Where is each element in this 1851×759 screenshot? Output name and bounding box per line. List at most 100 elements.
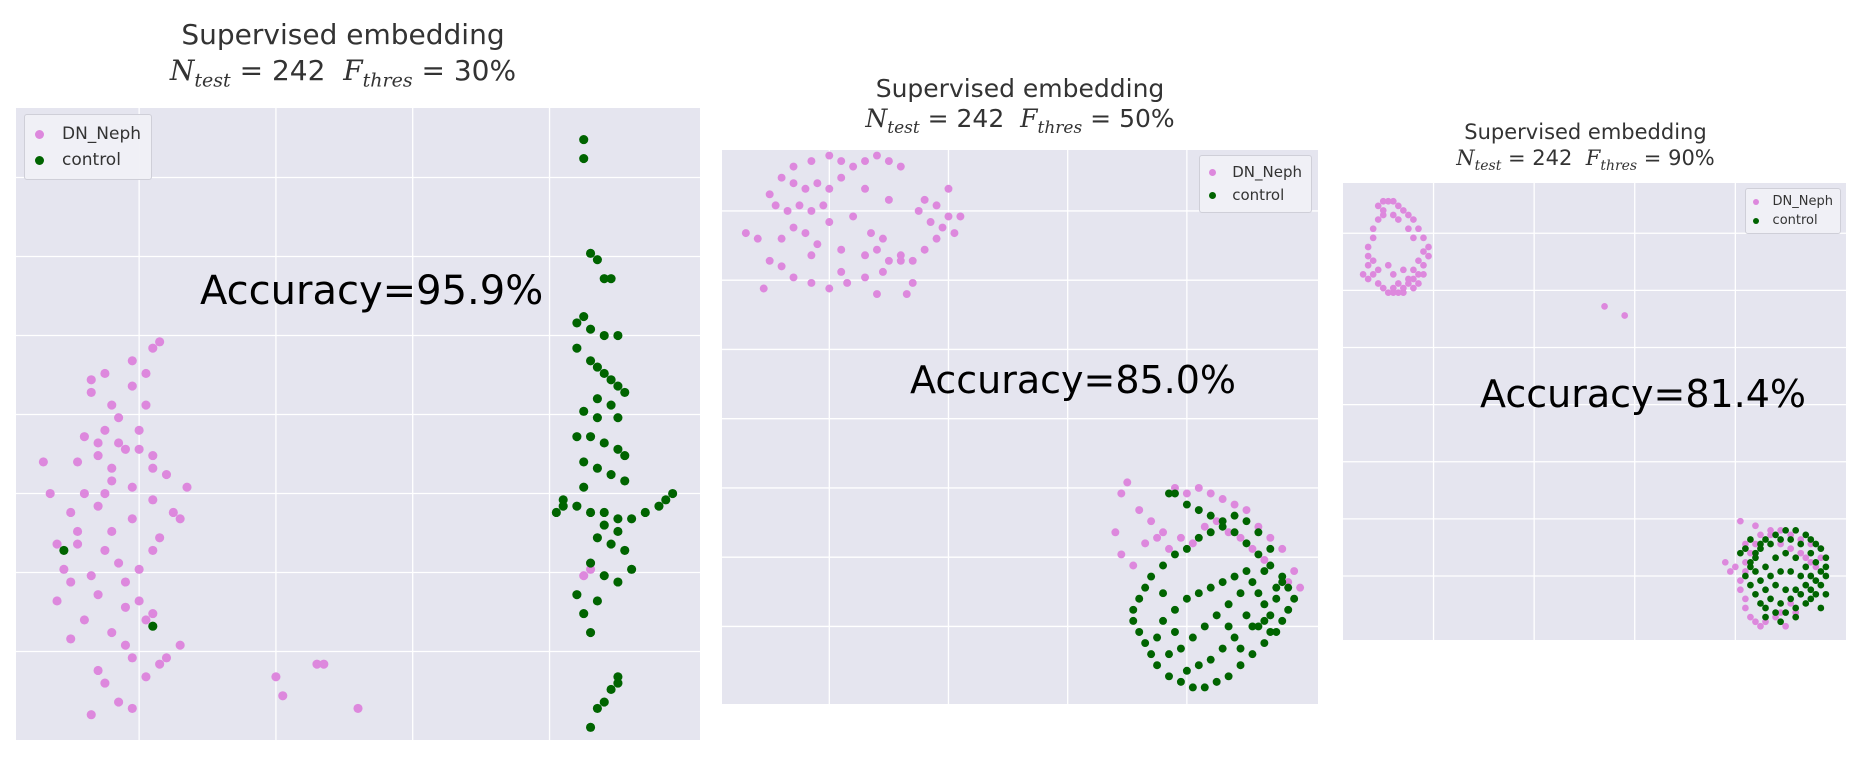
scatter-point-dn-neph <box>127 482 137 492</box>
scatter-point-dn-neph <box>902 290 911 299</box>
scatter-point-dn-neph <box>79 615 89 625</box>
scatter-point-control <box>1159 589 1168 598</box>
scatter-point-dn-neph <box>1752 540 1759 548</box>
scatter-point-control <box>1807 549 1815 557</box>
scatter-point-control <box>1147 650 1156 659</box>
scatter-point-control <box>613 577 623 587</box>
scatter-point-control <box>1242 539 1251 548</box>
scatter-point-dn-neph <box>93 665 103 676</box>
scatter-point-control <box>592 596 602 606</box>
legend-marker <box>1752 217 1759 224</box>
scatter-svg <box>722 150 1318 704</box>
scatter-point-dn-neph <box>795 201 804 210</box>
scatter-point-dn-neph <box>579 571 589 581</box>
scatter-point-control <box>579 482 589 492</box>
scatter-point-control <box>606 539 616 549</box>
scatter-point-dn-neph <box>100 545 110 555</box>
scatter-point-dn-neph <box>107 400 117 410</box>
scatter-point-dn-neph <box>896 162 905 171</box>
scatter-point-dn-neph <box>86 375 96 385</box>
scatter-point-control <box>1218 644 1227 653</box>
accuracy-annotation: Accuracy=95.9% <box>200 268 544 314</box>
scatter-point-control <box>620 451 630 461</box>
scatter-point-dn-neph <box>127 356 137 366</box>
scatter-point-dn-neph <box>1757 531 1764 539</box>
scatter-point-control <box>1777 618 1784 626</box>
chart-legend: DN_Neph control <box>1744 188 1841 234</box>
scatter-point-dn-neph <box>155 337 165 347</box>
scatter-point-control <box>1206 511 1215 520</box>
scatter-point-control <box>1807 595 1815 603</box>
legend-entry-dn-neph: DN_Neph <box>35 121 141 147</box>
legend-entry-control: control <box>35 147 141 173</box>
scatter-point-dn-neph <box>783 206 792 215</box>
scatter-point-dn-neph <box>1420 261 1427 269</box>
scatter-point-control <box>599 438 609 448</box>
scatter-point-dn-neph <box>1242 506 1251 515</box>
scatter-point-control <box>1260 639 1269 648</box>
legend-label: DN_Neph <box>62 124 142 144</box>
scatter-point-dn-neph <box>1364 275 1372 283</box>
scatter-point-control <box>613 514 623 524</box>
scatter-point-control <box>1822 590 1830 598</box>
scatter-point-dn-neph <box>1389 211 1397 219</box>
scatter-point-control <box>1747 563 1754 571</box>
grid-lines <box>16 108 700 740</box>
scatter-point-dn-neph <box>161 470 172 480</box>
scatter-point-control <box>613 672 623 682</box>
scatter-point-dn-neph <box>1374 266 1382 274</box>
scatter-point-control <box>613 526 623 536</box>
legend-marker <box>1209 169 1217 176</box>
scatter-point-dn-neph <box>1726 568 1734 575</box>
scatter-point-dn-neph <box>114 438 124 448</box>
scatter-point-dn-neph <box>1405 211 1412 219</box>
scatter-point-control <box>579 154 589 164</box>
scatter-point-dn-neph <box>148 343 158 353</box>
scatter-point-dn-neph <box>837 245 846 254</box>
scatter-point-dn-neph <box>1787 545 1795 552</box>
scatter-point-control <box>606 400 616 410</box>
scatter-point-control <box>1165 489 1173 498</box>
scatter-point-control <box>1767 572 1774 580</box>
scatter-point-dn-neph <box>1731 563 1739 571</box>
scatter-point-dn-neph <box>813 240 822 249</box>
scatter-point-control <box>1248 650 1257 659</box>
scatter-point-control <box>1170 628 1179 636</box>
chart-title: Supervised embedding <box>1464 120 1707 144</box>
legend-label: control <box>62 150 121 170</box>
scatter-point-control <box>1170 489 1179 498</box>
scatter-point-dn-neph <box>753 234 762 243</box>
scatter-point-control <box>1782 549 1789 557</box>
scatter-point-control <box>1284 605 1293 614</box>
scatter-point-control <box>1787 536 1795 543</box>
scatter-point-dn-neph <box>1415 280 1422 287</box>
scatter-point-dn-neph <box>86 387 96 397</box>
scatter-point-control <box>1742 545 1749 552</box>
scatter-point-dn-neph <box>1117 550 1126 559</box>
scatter-point-control <box>1242 611 1251 620</box>
scatter-point-control <box>606 274 616 284</box>
scatter-point-control <box>1248 622 1257 631</box>
legend-marker <box>35 129 44 139</box>
scatter-point-dn-neph <box>759 284 768 293</box>
scatter-point-control <box>1290 594 1299 603</box>
legend-entry-dn-neph: DN_Neph <box>1752 192 1833 211</box>
scatter-point-control <box>620 545 630 555</box>
scatter-point-control <box>599 520 609 530</box>
scatter-point-control <box>1762 563 1769 571</box>
scatter-point-dn-neph <box>1389 284 1397 292</box>
scatter-point-dn-neph <box>52 596 62 606</box>
scatter-point-dn-neph <box>1410 275 1417 283</box>
scatter-point-dn-neph <box>100 678 110 688</box>
scatter-point-control <box>1822 572 1830 580</box>
scatter-point-dn-neph <box>932 201 941 210</box>
scatter-point-control <box>1797 590 1805 598</box>
scatter-point-dn-neph <box>801 229 810 238</box>
scatter-point-dn-neph <box>1782 622 1789 630</box>
scatter-point-control <box>1802 563 1810 571</box>
scatter-point-dn-neph <box>120 640 130 650</box>
legend-label: control <box>1232 186 1285 204</box>
scatter-point-dn-neph <box>86 710 96 720</box>
scatter-point-control <box>1767 595 1774 603</box>
scatter-point-dn-neph <box>1400 266 1407 274</box>
